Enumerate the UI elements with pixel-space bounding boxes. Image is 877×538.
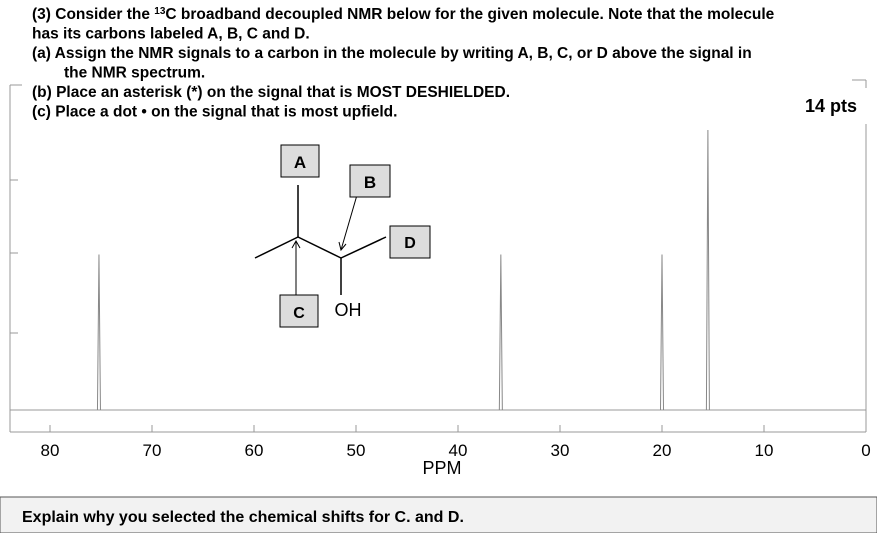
x-tick-label: 80	[41, 441, 60, 460]
question-line: (a) Assign the NMR signals to a carbon i…	[32, 45, 752, 62]
question-text: C broadband decoupled NMR below for the …	[165, 6, 774, 23]
peak	[660, 254, 664, 411]
substituent: OH	[335, 300, 362, 320]
x-tick-label: 40	[449, 441, 468, 460]
carbon-label: A	[294, 153, 306, 172]
peak	[498, 254, 503, 411]
x-tick-label: 60	[245, 441, 264, 460]
arrows	[291, 194, 358, 295]
question-line: has its carbons labeled A, B, C and D.	[32, 26, 310, 43]
question-text: (c) Place a dot • on the signal that is …	[32, 104, 397, 121]
x-tick-label: 70	[143, 441, 162, 460]
superscript: 13	[154, 6, 166, 17]
question-line: (b) Place an asterisk (*) on the signal …	[32, 84, 510, 101]
x-tick-label: 0	[861, 441, 870, 460]
x-tick-label: 50	[347, 441, 366, 460]
points: 14 pts	[805, 96, 857, 116]
question-text: has its carbons labeled A, B, C and D.	[32, 26, 310, 43]
question-text: (a) Assign the NMR signals to a carbon i…	[32, 45, 752, 62]
x-tick-label: 20	[653, 441, 672, 460]
question-text: (b) Place an asterisk (*) on the signal …	[32, 84, 510, 101]
question-line: the NMR spectrum.	[64, 65, 205, 82]
x-tick-label: 10	[755, 441, 774, 460]
molecule	[254, 185, 387, 295]
carbon-label: D	[404, 235, 416, 252]
question-line: (3) Consider the 13C broadband decoupled…	[32, 6, 775, 23]
x-axis-label: PPM	[422, 458, 461, 478]
carbon-label: C	[293, 305, 305, 322]
question-text: (3) Consider the	[32, 6, 154, 23]
question-line: (c) Place a dot • on the signal that is …	[32, 104, 397, 121]
carbon-label: B	[364, 173, 376, 192]
peak	[705, 129, 710, 411]
answer-prompt: Explain why you selected the chemical sh…	[22, 509, 464, 526]
points-box	[795, 88, 867, 124]
label-boxes	[279, 144, 431, 328]
question-text: the NMR spectrum.	[64, 65, 205, 82]
x-tick-label: 30	[551, 441, 570, 460]
peak	[96, 254, 101, 411]
